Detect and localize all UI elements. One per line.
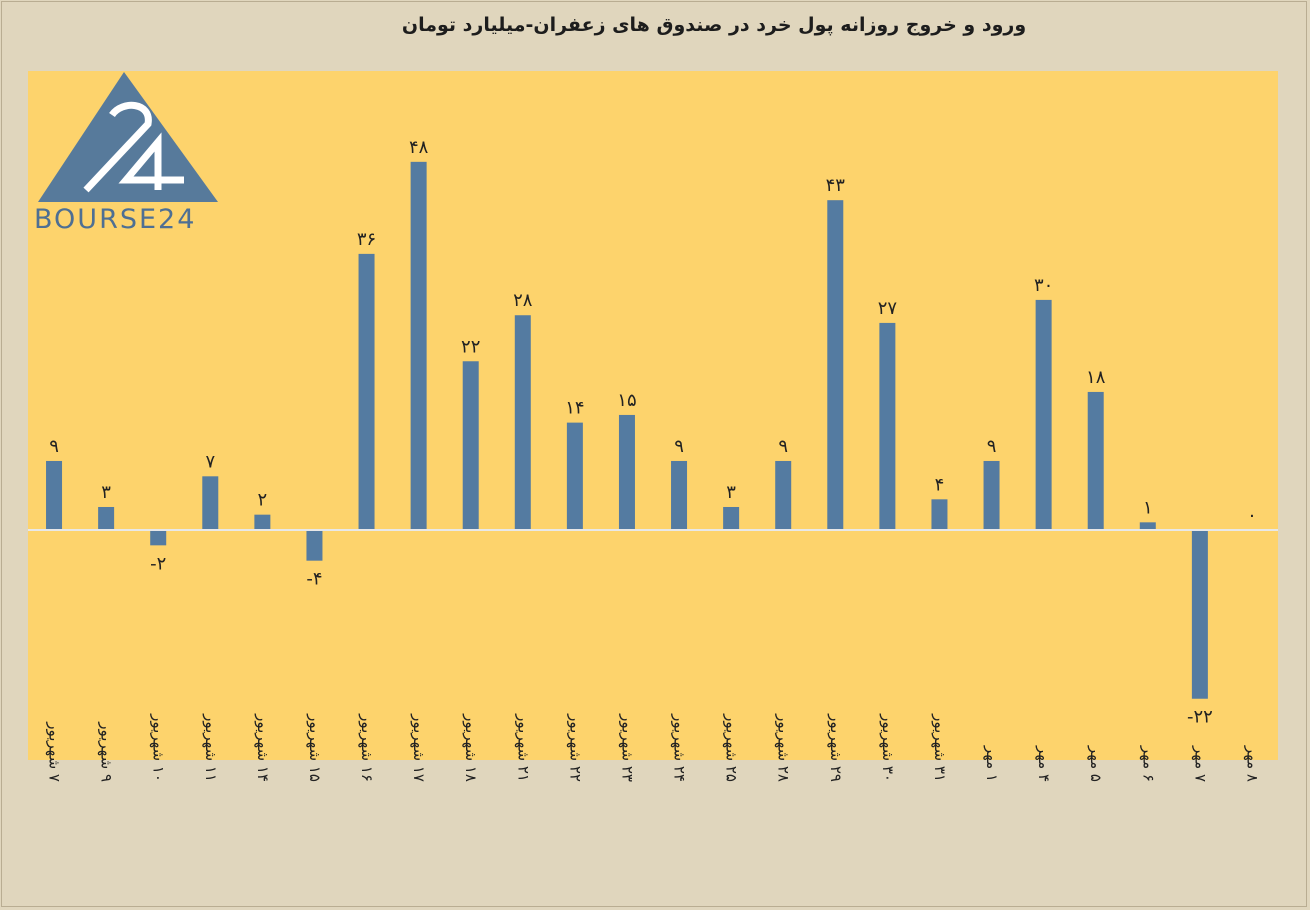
data-label: ۴ [935,474,945,495]
bar [1035,299,1052,530]
bar [514,315,531,530]
x-tick-label: ۷ شهریور [46,721,64,782]
x-tick-label: ۱۰ شهریور [150,713,168,782]
bar [827,200,844,530]
data-label: -۲۲ [1187,707,1213,728]
bar [98,506,115,530]
data-label: ۳۰ [1034,275,1053,296]
data-label: ۹ [987,436,997,457]
data-label: ۹ [674,436,684,457]
data-label: ۲۸ [513,290,533,311]
x-tick-label: ۳۱ شهریور [931,713,949,782]
data-label: ۳۶ [357,229,376,250]
data-label: ۹ [778,436,788,457]
data-label: -۲ [150,553,166,574]
x-tick-label: ۸ مهر [1243,745,1261,782]
x-tick-label: ۲۲ شهریور [566,713,584,782]
bar [723,506,740,530]
x-tick-label: ۱۵ شهریور [306,713,324,782]
x-tick-label: ۲۸ شهریور [775,713,793,782]
bar [46,460,63,530]
data-label: ۹ [49,436,59,457]
bar [410,161,427,530]
bar [254,514,271,530]
x-tick-label: ۹ شهریور [98,721,116,782]
x-tick-label: ۱۱ شهریور [202,713,220,782]
bar [358,253,375,530]
bar [983,460,1000,530]
bar [150,530,167,546]
data-label: -۴ [306,569,322,590]
x-tick-label: ۲۹ شهریور [827,713,845,782]
data-label: ۴۸ [409,137,429,158]
data-label: ۱ [1143,497,1153,518]
x-tick-label: ۷ مهر [1191,745,1209,782]
data-label: ۷ [205,451,215,472]
x-tick-label: ۱۸ شهریور [462,713,480,782]
data-label: ۱۴ [565,398,584,419]
chart-title: ورود و خروج روزانه پول خرد در صندوق های … [401,14,1027,36]
bar [1087,391,1104,530]
bar [775,460,792,530]
bar [1191,530,1208,699]
data-label: ۲۷ [878,298,898,319]
bourse24-logo-icon [38,72,218,202]
data-label: ۳ [101,482,111,503]
data-label: ۳ [726,482,736,503]
x-tick-label: ۱۷ شهریور [410,713,428,782]
x-tick-label: ۲۵ شهریور [723,713,741,782]
plot-area [28,71,1278,760]
x-tick-label: ۱۶ شهریور [358,713,376,782]
data-label: ۱۵ [617,390,636,411]
x-tick-label: ۱۴ شهریور [254,713,272,782]
x-tick-label: ۶ مهر [1139,745,1157,782]
x-tick-label: ۴ مهر [1035,745,1053,782]
bar [202,476,219,530]
x-tick-label: ۲۳ شهریور [618,713,636,782]
bar [1139,522,1156,530]
data-label: ۲۲ [461,336,480,357]
data-label: ۱۸ [1086,367,1106,388]
data-label: ۴۳ [826,175,846,196]
x-tick-label: ۵ مهر [1087,745,1105,782]
data-label: ۰ [1247,505,1257,526]
bar [618,414,635,530]
x-tick-label: ۳۰ شهریور [879,713,897,782]
logo-wordmark: BOURSE24 [34,204,197,235]
bar [462,361,479,530]
bar [931,499,948,530]
bar [566,422,583,530]
data-label: ۲ [258,490,268,511]
x-tick-label: ۱ مهر [983,745,1001,782]
bar [879,322,896,530]
bar [306,530,323,561]
x-tick-label: ۲۱ شهریور [514,713,532,782]
bar [671,460,688,530]
x-tick-label: ۲۴ شهریور [671,713,689,782]
